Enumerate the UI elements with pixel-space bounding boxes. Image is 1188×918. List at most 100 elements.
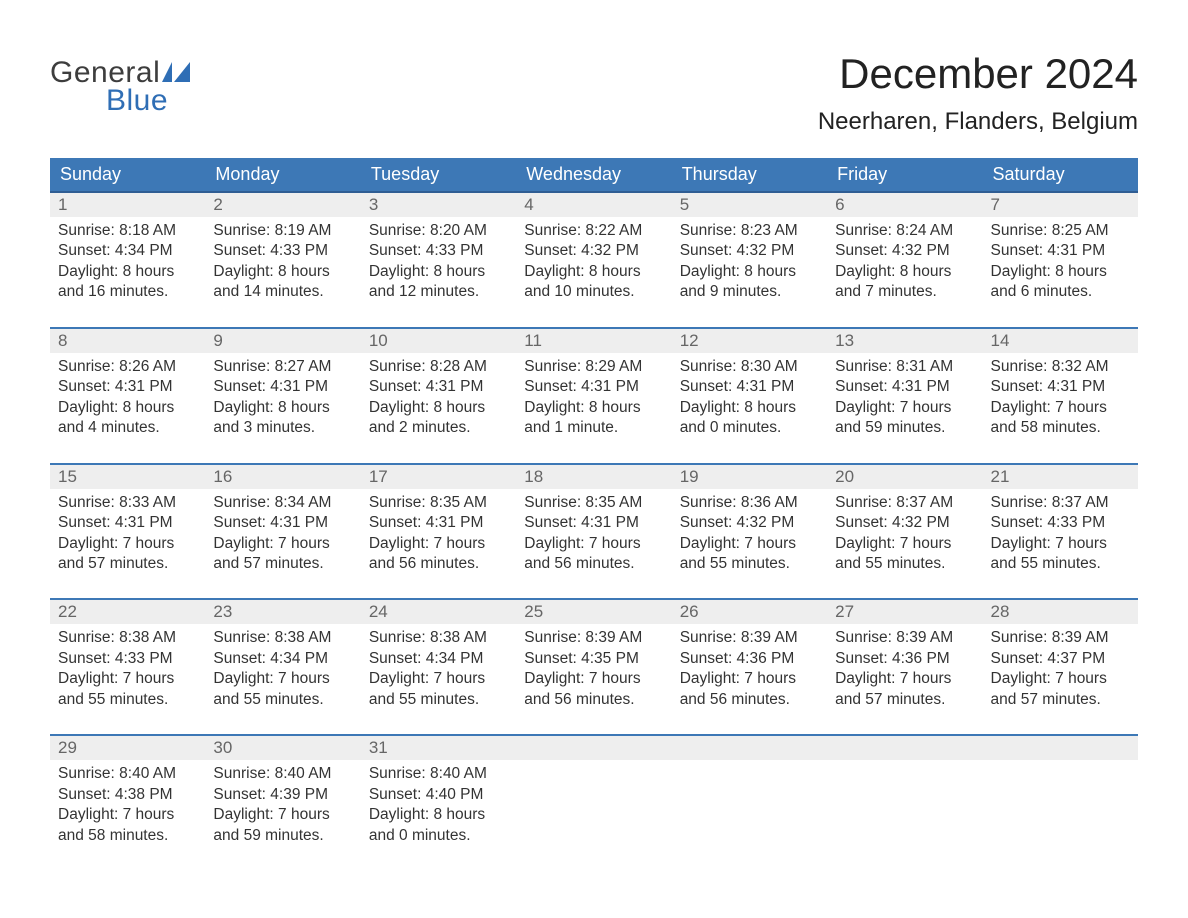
day-line-sunrise: Sunrise: 8:40 AM — [58, 764, 197, 784]
day-body: Sunrise: 8:39 AMSunset: 4:36 PMDaylight:… — [672, 624, 827, 716]
day-cell — [516, 736, 671, 852]
day-line-sunrise: Sunrise: 8:30 AM — [680, 357, 819, 377]
day-line-d2: and 55 minutes. — [680, 554, 819, 574]
day-line-sunrise: Sunrise: 8:19 AM — [213, 221, 352, 241]
day-line-sunrise: Sunrise: 8:40 AM — [369, 764, 508, 784]
header: General Blue December 2024 Neerharen, Fl… — [50, 50, 1138, 152]
day-line-sunrise: Sunrise: 8:34 AM — [213, 493, 352, 513]
day-number: 2 — [205, 193, 360, 217]
day-line-d2: and 3 minutes. — [213, 418, 352, 438]
day-line-sunset: Sunset: 4:32 PM — [524, 241, 663, 261]
day-line-sunrise: Sunrise: 8:24 AM — [835, 221, 974, 241]
day-line-d2: and 0 minutes. — [680, 418, 819, 438]
day-line-d2: and 59 minutes. — [835, 418, 974, 438]
day-number: 25 — [516, 600, 671, 624]
month-title: December 2024 — [818, 50, 1138, 98]
day-body: Sunrise: 8:27 AMSunset: 4:31 PMDaylight:… — [205, 353, 360, 445]
day-line-sunset: Sunset: 4:33 PM — [991, 513, 1130, 533]
day-line-d1: Daylight: 8 hours — [524, 262, 663, 282]
day-line-sunset: Sunset: 4:36 PM — [835, 649, 974, 669]
day-line-sunset: Sunset: 4:31 PM — [213, 513, 352, 533]
day-line-d2: and 4 minutes. — [58, 418, 197, 438]
day-cell: 13Sunrise: 8:31 AMSunset: 4:31 PMDayligh… — [827, 329, 982, 445]
day-body: Sunrise: 8:37 AMSunset: 4:33 PMDaylight:… — [983, 489, 1138, 581]
day-line-d1: Daylight: 8 hours — [213, 398, 352, 418]
day-cell — [827, 736, 982, 852]
day-line-d1: Daylight: 7 hours — [213, 805, 352, 825]
day-line-sunrise: Sunrise: 8:23 AM — [680, 221, 819, 241]
day-line-d1: Daylight: 8 hours — [58, 398, 197, 418]
day-body: Sunrise: 8:35 AMSunset: 4:31 PMDaylight:… — [361, 489, 516, 581]
day-line-d2: and 57 minutes. — [991, 690, 1130, 710]
day-cell: 18Sunrise: 8:35 AMSunset: 4:31 PMDayligh… — [516, 465, 671, 581]
day-line-d1: Daylight: 7 hours — [524, 534, 663, 554]
day-line-sunset: Sunset: 4:34 PM — [213, 649, 352, 669]
dow-row: SundayMondayTuesdayWednesdayThursdayFrid… — [50, 158, 1138, 193]
day-line-sunset: Sunset: 4:40 PM — [369, 785, 508, 805]
day-body: Sunrise: 8:36 AMSunset: 4:32 PMDaylight:… — [672, 489, 827, 581]
day-cell: 17Sunrise: 8:35 AMSunset: 4:31 PMDayligh… — [361, 465, 516, 581]
day-cell: 27Sunrise: 8:39 AMSunset: 4:36 PMDayligh… — [827, 600, 982, 716]
day-cell: 24Sunrise: 8:38 AMSunset: 4:34 PMDayligh… — [361, 600, 516, 716]
day-line-d1: Daylight: 7 hours — [680, 534, 819, 554]
day-line-d1: Daylight: 8 hours — [680, 398, 819, 418]
day-number — [516, 736, 671, 760]
day-number — [983, 736, 1138, 760]
day-line-sunrise: Sunrise: 8:20 AM — [369, 221, 508, 241]
day-cell: 16Sunrise: 8:34 AMSunset: 4:31 PMDayligh… — [205, 465, 360, 581]
day-line-d1: Daylight: 8 hours — [524, 398, 663, 418]
week-row: 29Sunrise: 8:40 AMSunset: 4:38 PMDayligh… — [50, 734, 1138, 852]
title-block: December 2024 Neerharen, Flanders, Belgi… — [818, 50, 1138, 152]
day-body: Sunrise: 8:38 AMSunset: 4:34 PMDaylight:… — [205, 624, 360, 716]
day-body: Sunrise: 8:28 AMSunset: 4:31 PMDaylight:… — [361, 353, 516, 445]
day-body: Sunrise: 8:29 AMSunset: 4:31 PMDaylight:… — [516, 353, 671, 445]
day-number: 19 — [672, 465, 827, 489]
day-line-d1: Daylight: 8 hours — [369, 262, 508, 282]
day-line-sunset: Sunset: 4:31 PM — [524, 377, 663, 397]
day-body: Sunrise: 8:34 AMSunset: 4:31 PMDaylight:… — [205, 489, 360, 581]
day-cell — [672, 736, 827, 852]
day-body: Sunrise: 8:38 AMSunset: 4:33 PMDaylight:… — [50, 624, 205, 716]
day-line-d1: Daylight: 8 hours — [680, 262, 819, 282]
dow-cell: Thursday — [672, 158, 827, 191]
day-body: Sunrise: 8:39 AMSunset: 4:37 PMDaylight:… — [983, 624, 1138, 716]
day-line-sunset: Sunset: 4:34 PM — [58, 241, 197, 261]
day-line-d2: and 56 minutes. — [524, 690, 663, 710]
day-number: 30 — [205, 736, 360, 760]
day-line-d1: Daylight: 8 hours — [991, 262, 1130, 282]
day-body: Sunrise: 8:37 AMSunset: 4:32 PMDaylight:… — [827, 489, 982, 581]
day-body: Sunrise: 8:19 AMSunset: 4:33 PMDaylight:… — [205, 217, 360, 309]
day-line-d2: and 7 minutes. — [835, 282, 974, 302]
day-line-d2: and 55 minutes. — [369, 690, 508, 710]
day-line-d1: Daylight: 8 hours — [369, 805, 508, 825]
day-line-d1: Daylight: 7 hours — [213, 669, 352, 689]
day-line-d2: and 59 minutes. — [213, 826, 352, 846]
day-cell: 28Sunrise: 8:39 AMSunset: 4:37 PMDayligh… — [983, 600, 1138, 716]
day-line-sunset: Sunset: 4:31 PM — [991, 241, 1130, 261]
day-number: 14 — [983, 329, 1138, 353]
day-cell: 1Sunrise: 8:18 AMSunset: 4:34 PMDaylight… — [50, 193, 205, 309]
day-line-d1: Daylight: 7 hours — [835, 534, 974, 554]
dow-cell: Monday — [205, 158, 360, 191]
day-cell: 14Sunrise: 8:32 AMSunset: 4:31 PMDayligh… — [983, 329, 1138, 445]
day-line-d1: Daylight: 8 hours — [58, 262, 197, 282]
day-line-sunset: Sunset: 4:31 PM — [369, 377, 508, 397]
day-line-sunrise: Sunrise: 8:38 AM — [213, 628, 352, 648]
day-line-sunrise: Sunrise: 8:35 AM — [369, 493, 508, 513]
day-line-d2: and 12 minutes. — [369, 282, 508, 302]
day-cell: 12Sunrise: 8:30 AMSunset: 4:31 PMDayligh… — [672, 329, 827, 445]
day-line-d1: Daylight: 7 hours — [58, 534, 197, 554]
day-number: 3 — [361, 193, 516, 217]
day-line-d1: Daylight: 8 hours — [369, 398, 508, 418]
day-line-sunrise: Sunrise: 8:39 AM — [524, 628, 663, 648]
day-line-d2: and 55 minutes. — [213, 690, 352, 710]
day-line-d2: and 1 minute. — [524, 418, 663, 438]
day-line-sunrise: Sunrise: 8:33 AM — [58, 493, 197, 513]
day-line-d1: Daylight: 7 hours — [835, 669, 974, 689]
day-cell: 3 Sunrise: 8:20 AMSunset: 4:33 PMDaylight… — [361, 193, 516, 309]
day-line-sunset: Sunset: 4:36 PM — [680, 649, 819, 669]
day-number: 6 — [827, 193, 982, 217]
day-number: 11 — [516, 329, 671, 353]
day-line-sunset: Sunset: 4:33 PM — [369, 241, 508, 261]
day-number — [827, 736, 982, 760]
